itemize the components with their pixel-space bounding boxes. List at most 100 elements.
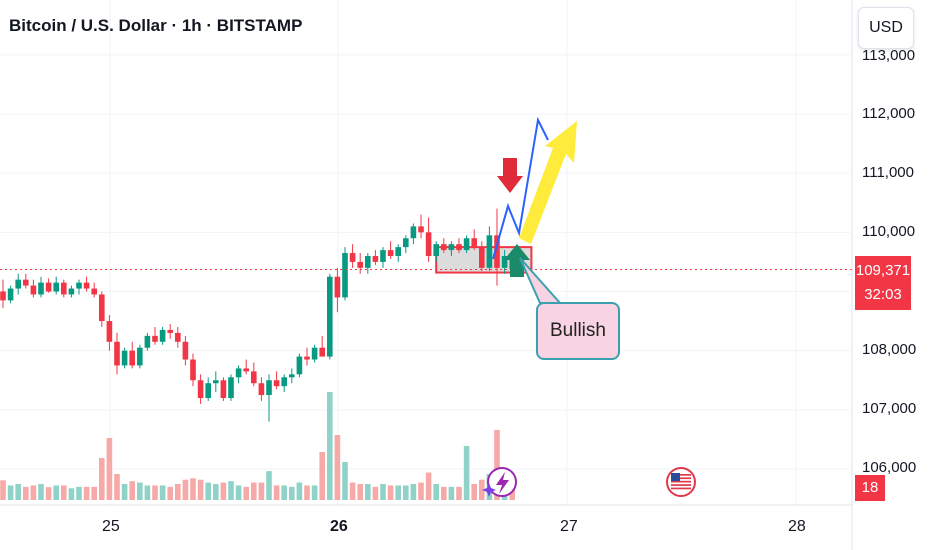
volume-bar — [266, 471, 272, 500]
candle-body — [175, 332, 181, 342]
volume-bar — [273, 485, 280, 500]
flag-stripe — [671, 484, 691, 486]
candle-body — [91, 288, 97, 295]
currency-button[interactable]: USD — [858, 7, 914, 49]
candle-body — [220, 380, 227, 398]
red-down-arrow — [497, 158, 523, 193]
flag-stripe — [671, 480, 691, 483]
candle-body — [296, 356, 303, 375]
volume-value-tag: 18 — [855, 475, 885, 501]
volume-bar — [441, 486, 447, 500]
volume-bar — [471, 484, 477, 500]
last-price-tag: 109,371 32:03 — [855, 256, 911, 310]
volume-bar — [403, 485, 409, 500]
volume-bar — [425, 472, 432, 500]
candle-body — [289, 374, 295, 378]
candle-body — [76, 282, 82, 289]
candle-body — [349, 253, 356, 262]
callout-pointer — [519, 257, 563, 304]
volume-bar — [235, 485, 242, 500]
volume-bar — [456, 486, 462, 500]
volume-bar — [327, 392, 333, 500]
volume-bar — [114, 474, 120, 500]
volume-bar — [53, 485, 59, 500]
candle-body — [159, 329, 166, 342]
candle-body — [258, 383, 265, 396]
price-tick: 106,000 — [862, 459, 917, 476]
volume-bar — [349, 482, 356, 500]
volume-bar — [68, 488, 75, 500]
candle-body — [144, 335, 151, 348]
volume-bar — [258, 482, 265, 500]
candle-body — [99, 294, 105, 322]
candle-body — [61, 282, 67, 295]
volume-bar — [106, 438, 113, 500]
candle-body — [114, 341, 120, 366]
candle-body — [395, 247, 401, 256]
candle-body — [425, 232, 432, 256]
candle-body — [205, 383, 211, 398]
time-tick: 27 — [560, 518, 578, 535]
candle-body — [68, 288, 75, 295]
candle-body — [342, 253, 348, 298]
candle-body — [213, 380, 219, 384]
candle-body — [137, 347, 143, 366]
volume-bar — [15, 484, 21, 500]
candle-body — [266, 380, 272, 396]
volume-bar — [213, 484, 219, 500]
volume-bar — [205, 482, 211, 500]
candle-body — [7, 288, 14, 301]
price-tick: 107,000 — [862, 400, 917, 417]
candle-body — [319, 347, 325, 357]
candle-body — [448, 244, 455, 251]
time-tick: 26 — [330, 518, 348, 535]
candle-body — [380, 250, 386, 262]
volume-bar — [479, 479, 485, 500]
time-tick: 25 — [102, 518, 120, 535]
candle-body — [418, 226, 424, 233]
candle-body — [30, 285, 37, 295]
candle-body — [357, 261, 363, 268]
candle-body — [106, 321, 113, 342]
volume-bar — [463, 446, 470, 500]
candle-body — [182, 341, 189, 360]
volume-bar — [7, 485, 14, 500]
candle-body — [463, 238, 470, 251]
candle-body — [167, 329, 173, 333]
lightning-bolt-icon — [496, 472, 509, 494]
volume-bar — [289, 486, 295, 500]
candle-body — [471, 238, 477, 248]
candle-body — [433, 244, 439, 256]
volume-bar — [76, 486, 82, 500]
volume-bar — [152, 485, 158, 500]
volume-bar — [342, 462, 348, 500]
blue-projection-line — [492, 116, 549, 260]
volume-bar — [129, 481, 135, 500]
candle-body — [243, 368, 249, 372]
volume-bar — [61, 485, 67, 500]
bullish-callout[interactable]: Bullish — [536, 302, 620, 360]
candle-body — [23, 279, 29, 286]
flag-stripe — [671, 474, 691, 476]
volume-bar — [38, 484, 44, 500]
volume-bar — [334, 435, 341, 500]
volume-bar — [137, 482, 143, 500]
flag-canton — [671, 473, 680, 481]
volume-bar — [251, 482, 257, 500]
volume-bar — [243, 486, 249, 500]
candle-body — [441, 244, 447, 251]
volume-bar — [380, 484, 386, 500]
candle-body — [273, 380, 280, 387]
price-tick: 113,000 — [862, 47, 916, 64]
yellow-projection-arrow — [519, 121, 577, 244]
volume-bar — [159, 485, 166, 500]
volume-bar — [395, 485, 401, 500]
candle-body — [410, 226, 417, 239]
last-price-value: 109,371 — [855, 262, 911, 279]
bar-countdown: 32:03 — [864, 286, 902, 303]
volume-bar — [0, 480, 6, 500]
candle-body — [456, 244, 462, 251]
volume-bar — [220, 482, 227, 500]
volume-bar — [387, 485, 394, 500]
